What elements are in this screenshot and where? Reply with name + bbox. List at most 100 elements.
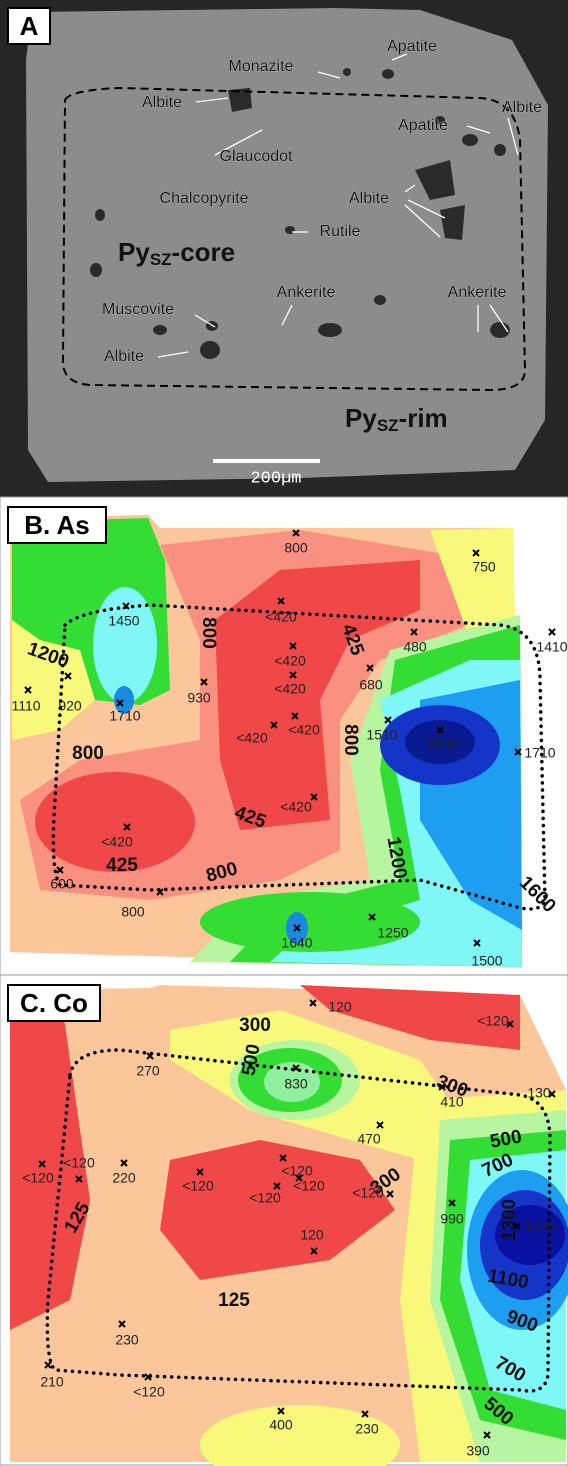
panel-c: C. Co (0, 974, 568, 1466)
sample-marker (384, 716, 392, 724)
core-main: Py (118, 237, 150, 267)
sample-marker (473, 939, 481, 947)
sample-value: 130 (527, 1085, 551, 1101)
sample-value: 920 (58, 698, 82, 714)
sample-value: <420 (265, 609, 297, 625)
core-outline (45, 1048, 552, 1393)
sample-value: <420 (280, 799, 312, 815)
sample-value: <420 (288, 722, 320, 738)
panel-label: A (20, 11, 39, 41)
sample-value: 1250 (377, 925, 408, 941)
sample-marker (289, 671, 297, 679)
sample-value: 1640 (281, 935, 312, 951)
panel-label-box (7, 506, 107, 544)
mineral-label: Albite (104, 348, 144, 365)
sample-marker (309, 999, 317, 1007)
mineral-label: Chalcopyrite (160, 190, 249, 207)
sample-value: 390 (466, 1443, 490, 1459)
sample-value: <120 (22, 1170, 54, 1186)
sample-value: <420 (274, 681, 306, 697)
rim-label: PySZ-rim (345, 403, 448, 436)
mineral-label: Muscovite (102, 301, 174, 318)
sample-marker (410, 628, 418, 636)
sample-marker (361, 1410, 369, 1418)
sample-value: 1450 (108, 613, 139, 629)
mineral-label: Albite (502, 99, 542, 116)
sample-marker (310, 1247, 318, 1255)
sample-value: 1500 (524, 1218, 555, 1234)
sample-value: 480 (403, 639, 427, 655)
mineral-label: Monazite (229, 58, 294, 75)
sample-value: 270 (136, 1063, 160, 1079)
sample-value: <420 (101, 834, 133, 850)
mineral-label: Albite (349, 190, 389, 207)
panel-b: B. As (0, 496, 568, 976)
sample-marker (156, 888, 164, 896)
sample-value: 470 (357, 1131, 381, 1147)
sample-value: 1510 (366, 727, 397, 743)
mineral-label: Ankerite (448, 284, 507, 301)
sample-value: 400 (269, 1417, 293, 1433)
sample-value: 120 (328, 999, 352, 1015)
sample-marker (273, 1182, 281, 1190)
sample-marker (123, 823, 131, 831)
panel-label-box (7, 984, 101, 1022)
sample-marker (548, 1090, 556, 1098)
contour-label: 800 (72, 743, 104, 764)
sample-marker (438, 1083, 446, 1091)
sample-marker (292, 529, 300, 537)
sample-value: 230 (115, 1332, 139, 1348)
contour-label: 1300 (499, 1199, 520, 1241)
sample-marker (64, 672, 72, 680)
contour-label: 425 (106, 855, 138, 876)
sample-value: 930 (187, 690, 211, 706)
sample-value: 120 (300, 1227, 324, 1243)
sample-marker (386, 1190, 394, 1198)
sample-value: <120 (249, 1190, 281, 1206)
sample-marker (310, 793, 318, 801)
sample-value: 210 (40, 1374, 64, 1390)
sample-marker (277, 597, 285, 605)
panel-label-box (7, 7, 51, 45)
sample-value: 1110 (11, 698, 40, 714)
sample-value: <420 (274, 653, 306, 669)
sample-marker (200, 678, 208, 686)
sample-marker (366, 664, 374, 672)
panel-a: A PySZ-core PySZ-rim 200µm (0, 0, 568, 497)
pyrite-grain (26, 8, 548, 482)
sample-marker (24, 686, 32, 694)
core-suffix: -core (172, 237, 236, 267)
sample-marker (292, 1064, 300, 1072)
sample-marker (368, 913, 376, 921)
sample-value: 410 (440, 1094, 464, 1110)
mineral-label: Rutile (320, 223, 361, 240)
rim-suffix: -rim (399, 403, 448, 433)
panel-label: C. Co (20, 988, 88, 1018)
sample-marker (483, 1431, 491, 1439)
sample-marker (376, 1121, 384, 1129)
sample-marker (436, 726, 444, 734)
sample-value: 230 (355, 1421, 379, 1437)
core-outline (61, 86, 527, 392)
sample-marker (279, 1154, 287, 1162)
sample-value: <120 (63, 1155, 95, 1171)
mineral-label: Apatite (398, 117, 448, 134)
sample-marker (196, 1168, 204, 1176)
mineral-label: Ankerite (277, 284, 336, 301)
sample-marker (122, 602, 130, 610)
sample-value: <420 (236, 730, 268, 746)
sample-value: <120 (281, 1163, 313, 1179)
contour-label: 125 (218, 1290, 250, 1311)
sample-marker (38, 1160, 46, 1168)
arrows (157, 53, 519, 358)
sample-marker (293, 924, 301, 932)
sample-value: 750 (472, 559, 496, 575)
mineral-label: Apatite (387, 38, 437, 55)
sample-marker (514, 748, 522, 756)
sample-value: 1500 (471, 953, 502, 969)
sample-marker (548, 628, 556, 636)
sample-marker (120, 1159, 128, 1167)
sample-value: 1710 (524, 745, 555, 761)
sample-value: <120 (182, 1178, 214, 1194)
